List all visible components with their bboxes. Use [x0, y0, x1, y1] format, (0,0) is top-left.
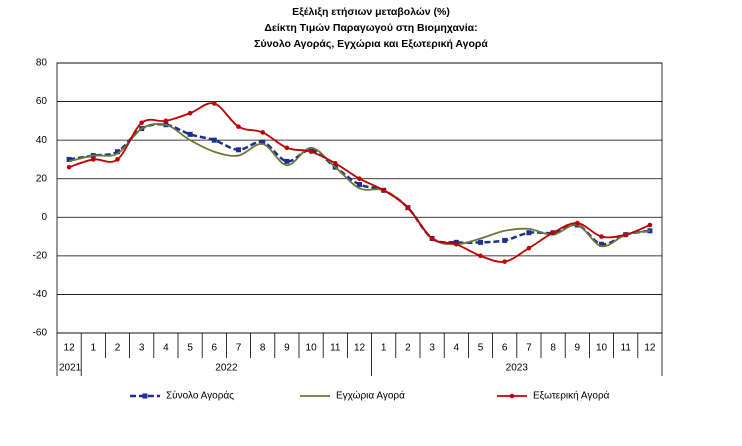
y-tick-label: -20: [33, 250, 48, 261]
data-point: [599, 241, 604, 247]
data-point: [211, 137, 217, 143]
data-point: [139, 120, 144, 126]
year-label: 2022: [215, 363, 238, 374]
y-tick-label: -40: [33, 289, 48, 300]
y-tick-label: 40: [36, 135, 48, 146]
data-point: [526, 245, 532, 251]
data-point: [163, 118, 169, 124]
legend-label: Σύνολο Αγοράς: [166, 390, 234, 402]
y-tick-label: -60: [33, 328, 48, 339]
x-tick-label: 8: [260, 343, 266, 354]
x-tick-label: 9: [284, 343, 290, 354]
data-point: [599, 234, 604, 239]
year-label: 2021: [59, 363, 82, 374]
x-tick-label: 7: [236, 343, 242, 354]
data-point: [260, 130, 266, 135]
year-label: 2023: [506, 363, 529, 374]
x-tick-label: 5: [478, 343, 484, 354]
data-point: [284, 158, 290, 164]
data-point: [381, 187, 387, 193]
x-tick-label: 1: [91, 343, 97, 354]
data-point: [550, 230, 556, 236]
x-tick-label: 2: [405, 343, 411, 354]
chart-title: Εξέλιξη ετήσιων μεταβολών (%): [292, 6, 450, 18]
x-tick-label: 7: [526, 343, 532, 354]
data-point: [526, 230, 532, 236]
x-tick-label: 3: [139, 343, 145, 354]
data-point: [115, 157, 120, 162]
data-point: [187, 110, 193, 116]
x-tick-label: 4: [454, 343, 460, 354]
data-point: [357, 176, 362, 182]
x-tick-label: 11: [621, 343, 632, 354]
y-tick-label: 0: [41, 212, 47, 223]
chart-title: Δείκτη Τιμών Παραγωγού στη Βιομηχανία:: [264, 22, 477, 34]
data-point: [623, 232, 628, 237]
chart-title: Σύνολο Αγοράς, Εγχώρια και Εξωτερική Αγο…: [254, 38, 488, 50]
x-tick-label: 12: [354, 343, 366, 354]
data-point: [502, 237, 508, 243]
y-tick-label: 60: [36, 96, 48, 107]
data-point: [66, 156, 72, 162]
data-point: [284, 145, 290, 151]
x-tick-label: 10: [306, 343, 318, 354]
data-point: [454, 241, 459, 247]
x-tick-label: 6: [502, 343, 508, 354]
y-tick-label: 20: [36, 173, 48, 184]
data-point: [115, 149, 120, 155]
y-tick-label: 80: [36, 58, 48, 69]
legend-label: Εξωτερική Αγορά: [533, 390, 610, 402]
data-point: [575, 220, 580, 226]
x-tick-label: 3: [429, 343, 435, 354]
data-point: [478, 253, 483, 259]
data-point: [502, 259, 508, 264]
x-tick-label: 6: [212, 343, 218, 354]
legend-marker: [509, 393, 515, 399]
x-tick-label: 9: [575, 343, 581, 354]
x-tick-label: 10: [596, 343, 608, 354]
x-tick-label: 12: [64, 343, 76, 354]
legend-label: Εγχώρια Αγορά: [336, 390, 405, 402]
data-point: [429, 236, 435, 241]
x-tick-label: 8: [550, 343, 556, 354]
data-point: [405, 205, 411, 210]
plot-frame: [56, 62, 663, 334]
data-point: [478, 239, 483, 245]
x-tick-label: 11: [330, 343, 341, 354]
data-point: [308, 149, 314, 155]
data-point: [333, 160, 338, 166]
data-point: [260, 139, 266, 145]
data-point: [236, 124, 241, 129]
x-tick-label: 5: [187, 343, 193, 354]
data-point: [357, 182, 362, 187]
data-point: [66, 164, 72, 170]
data-point: [91, 157, 96, 162]
data-point: [187, 131, 193, 137]
x-tick-label: 12: [644, 343, 656, 354]
x-tick-label: 2: [115, 343, 121, 354]
data-point: [236, 147, 241, 153]
data-point: [212, 101, 217, 106]
x-tick-label: 1: [381, 343, 387, 354]
legend-marker: [142, 393, 148, 399]
data-point: [647, 222, 653, 228]
x-tick-label: 4: [163, 343, 169, 354]
